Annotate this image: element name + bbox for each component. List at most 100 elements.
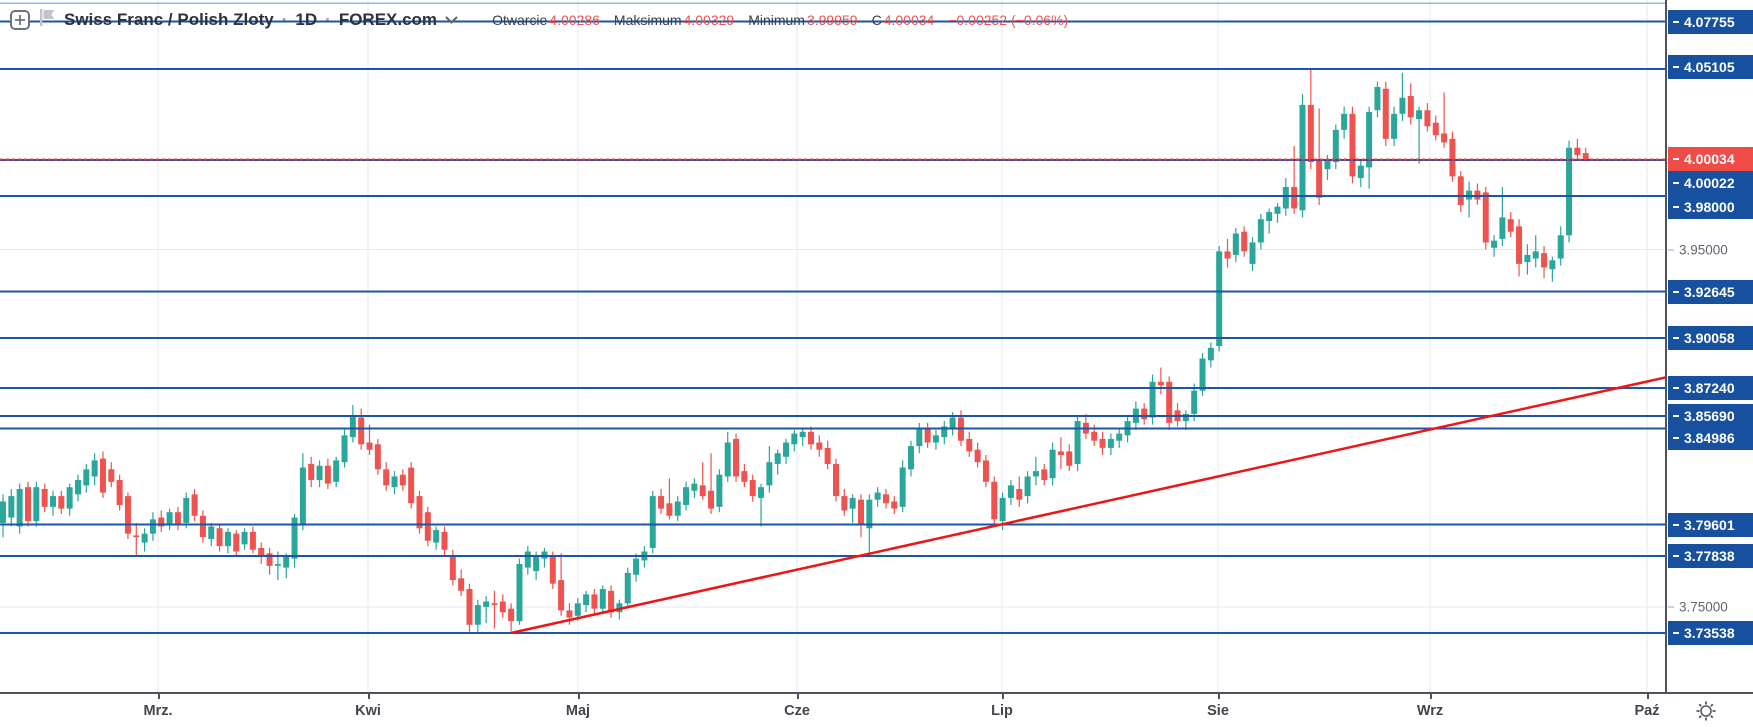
candle-body (1316, 160, 1323, 198)
candle-body (399, 474, 406, 486)
candle-body (749, 480, 756, 497)
candle-body (499, 601, 506, 613)
candle-body (316, 465, 323, 481)
candlestick-chart[interactable] (0, 0, 1666, 692)
candle-body (33, 487, 40, 522)
theme-sun-icon[interactable] (1694, 699, 1718, 727)
axis-tick-dash (1673, 290, 1679, 293)
candle-body (874, 492, 881, 500)
candle-body (1407, 95, 1414, 118)
candle-body (1449, 138, 1456, 177)
month-label: Paź (1634, 703, 1660, 719)
chevron-down-icon[interactable] (445, 11, 458, 29)
candle-body (1282, 187, 1289, 209)
candle-body (1366, 112, 1373, 168)
candle-body (608, 590, 615, 613)
candle-body (1016, 488, 1023, 500)
candle-body (141, 533, 148, 543)
interval-label[interactable]: 1D (295, 10, 318, 29)
candle-body (1349, 113, 1356, 177)
candle-body (1507, 219, 1514, 232)
candle-body (1574, 147, 1581, 155)
candle-body (741, 471, 748, 482)
axis-tick-dash (1673, 337, 1679, 339)
candle-body (783, 442, 790, 457)
candle-body (41, 488, 48, 507)
candle-body (1041, 469, 1048, 481)
symbol-title[interactable]: Swiss Franc / Polish Zloty (64, 10, 274, 29)
candle-body (941, 426, 948, 438)
candle-body (558, 580, 565, 611)
candle-body (324, 465, 331, 484)
candle-body (183, 497, 190, 523)
candle-body (899, 467, 906, 507)
add-symbol-button[interactable] (10, 10, 30, 30)
price-label-text: 3.84986 (1684, 429, 1735, 446)
candle-body (8, 496, 15, 518)
price-axis[interactable]: 4.07755 4.05105 4.00034 4.00022 3.98000 3.950… (1667, 0, 1753, 692)
candle-body (58, 496, 65, 509)
candle-body (1024, 476, 1031, 497)
candle-body (857, 499, 864, 525)
separator-dot: · (325, 10, 331, 29)
candle-body (1399, 97, 1406, 114)
price-level-badge: 3.77838 (1668, 544, 1753, 568)
candle-body (1382, 88, 1389, 139)
price-label-text: 3.90058 (1684, 330, 1735, 346)
candle-body (358, 417, 365, 445)
provider-label[interactable]: FOREX.com (338, 10, 438, 29)
candle-body (849, 497, 856, 509)
candle-body (949, 417, 956, 429)
candle-body (1541, 253, 1548, 268)
candle-body (1357, 165, 1364, 179)
symbol-flag-icon[interactable] (38, 8, 56, 32)
price-label-text: 3.77838 (1684, 548, 1735, 564)
candle-body (583, 594, 590, 606)
candle-body (541, 551, 548, 559)
candle-body (708, 490, 715, 509)
candle-body (1066, 451, 1073, 466)
candle-body (966, 438, 973, 452)
price-label-text: 4.00034 (1684, 150, 1735, 167)
candle-body (724, 442, 731, 477)
plus-icon (15, 15, 25, 25)
candle-body (799, 431, 806, 438)
price-level-badge: 3.85690 (1668, 404, 1753, 428)
candle-body (1332, 129, 1339, 163)
candle-body (1374, 87, 1381, 111)
candle-body (716, 474, 723, 507)
candle-body (882, 494, 889, 504)
candle-body (191, 494, 198, 516)
price-label-text: 3.79601 (1684, 516, 1735, 533)
chart-legend: Swiss Franc / Polish Zloty · 1D · FOREX.… (10, 7, 1068, 33)
axis-tick-dash (1668, 606, 1674, 608)
candle-body (658, 496, 665, 509)
change-value: −0.00252 (−0.06%) (948, 12, 1069, 28)
candle-body (1391, 113, 1398, 139)
ohlc-legend: Otwarcie 4.00286 Maksimum 4.00329 Minimum 3… (492, 12, 1068, 28)
candle-body (1341, 113, 1348, 130)
chart-plot-area[interactable] (0, 0, 1666, 692)
candle-body (1141, 408, 1148, 420)
candle-body (633, 558, 640, 575)
candle-body (1566, 147, 1573, 236)
price-axis-tick-label: 3.75000 (1668, 600, 1728, 615)
trendline[interactable] (511, 376, 1666, 635)
candle-body (1424, 110, 1431, 127)
candle-body (833, 463, 839, 497)
axis-tick-dash (1673, 157, 1679, 160)
candle-body (466, 589, 473, 625)
candle-body (1074, 421, 1081, 464)
candle-body (224, 531, 231, 547)
candle-body (408, 467, 415, 504)
candle-body (208, 526, 215, 539)
candle-body (1457, 176, 1464, 205)
time-axis[interactable]: Mrz. Kwi Maj Cze Lip Sie Wrz Paź (0, 692, 1753, 727)
candle-body (624, 572, 631, 604)
price-level-badge: 3.92645 (1668, 279, 1753, 304)
candle-body (1582, 153, 1589, 160)
candle-body (274, 564, 281, 566)
low-value: 3.99959 (806, 12, 858, 28)
candle-body (1557, 235, 1564, 259)
